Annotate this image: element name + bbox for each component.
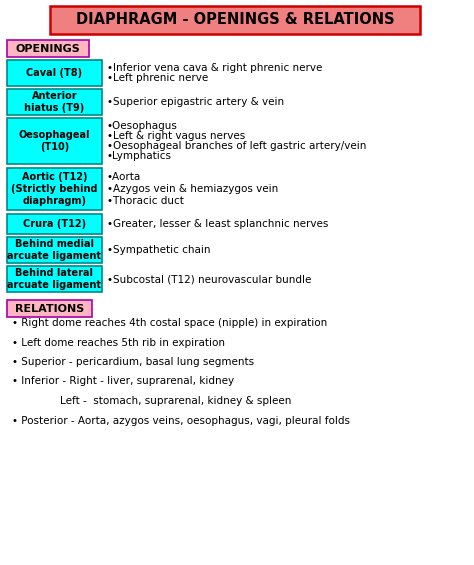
Text: Oesophageal
(T10): Oesophageal (T10) [19, 130, 90, 152]
Text: •Azygos vein & hemiazygos vein: •Azygos vein & hemiazygos vein [107, 184, 278, 194]
Text: • Posterior - Aorta, azygos veins, oesophagus, vagi, pleural folds: • Posterior - Aorta, azygos veins, oesop… [12, 415, 350, 425]
Text: •Aorta: •Aorta [107, 172, 141, 182]
Text: •Superior epigastric artery & vein: •Superior epigastric artery & vein [107, 97, 284, 107]
FancyBboxPatch shape [7, 118, 102, 164]
Text: •Left phrenic nerve: •Left phrenic nerve [107, 73, 208, 83]
Text: Behind medial
arcuate ligament: Behind medial arcuate ligament [8, 239, 101, 261]
Text: Aortic (T12)
(Strictly behind
diaphragm): Aortic (T12) (Strictly behind diaphragm) [11, 172, 98, 206]
FancyBboxPatch shape [7, 266, 102, 292]
Text: DIAPHRAGM - OPENINGS & RELATIONS: DIAPHRAGM - OPENINGS & RELATIONS [76, 12, 394, 28]
Text: RELATIONS: RELATIONS [15, 303, 84, 314]
Text: •Greater, lesser & least splanchnic nerves: •Greater, lesser & least splanchnic nerv… [107, 219, 328, 229]
FancyBboxPatch shape [7, 214, 102, 234]
FancyBboxPatch shape [7, 60, 102, 86]
FancyBboxPatch shape [7, 40, 89, 57]
FancyBboxPatch shape [7, 89, 102, 115]
Text: •Sympathetic chain: •Sympathetic chain [107, 245, 210, 255]
Text: •Thoracic duct: •Thoracic duct [107, 196, 184, 206]
FancyBboxPatch shape [7, 168, 102, 210]
Text: Behind lateral
arcuate ligament: Behind lateral arcuate ligament [8, 268, 101, 290]
FancyBboxPatch shape [50, 6, 420, 34]
Text: •Subcostal (T12) neurovascular bundle: •Subcostal (T12) neurovascular bundle [107, 274, 311, 284]
Text: Anterior
hiatus (T9): Anterior hiatus (T9) [24, 91, 85, 113]
Text: • Right dome reaches 4th costal space (nipple) in expiration: • Right dome reaches 4th costal space (n… [12, 318, 327, 328]
Text: • Inferior - Right - liver, suprarenal, kidney: • Inferior - Right - liver, suprarenal, … [12, 376, 234, 386]
Text: Caval (T8): Caval (T8) [27, 68, 82, 78]
Text: •Inferior vena cava & right phrenic nerve: •Inferior vena cava & right phrenic nerv… [107, 63, 322, 73]
Text: • Left dome reaches 5th rib in expiration: • Left dome reaches 5th rib in expiratio… [12, 337, 225, 347]
FancyBboxPatch shape [7, 237, 102, 263]
Text: •Oesophageal branches of left gastric artery/vein: •Oesophageal branches of left gastric ar… [107, 141, 366, 151]
Text: •Left & right vagus nerves: •Left & right vagus nerves [107, 131, 245, 141]
Text: Left -  stomach, suprarenal, kidney & spleen: Left - stomach, suprarenal, kidney & spl… [60, 396, 292, 406]
Text: Crura (T12): Crura (T12) [23, 219, 86, 229]
Text: • Superior - pericardium, basal lung segments: • Superior - pericardium, basal lung seg… [12, 357, 254, 367]
Text: OPENINGS: OPENINGS [16, 44, 81, 54]
Text: •Lymphatics: •Lymphatics [107, 151, 172, 162]
Text: •Oesophagus: •Oesophagus [107, 121, 178, 131]
FancyBboxPatch shape [7, 300, 92, 317]
